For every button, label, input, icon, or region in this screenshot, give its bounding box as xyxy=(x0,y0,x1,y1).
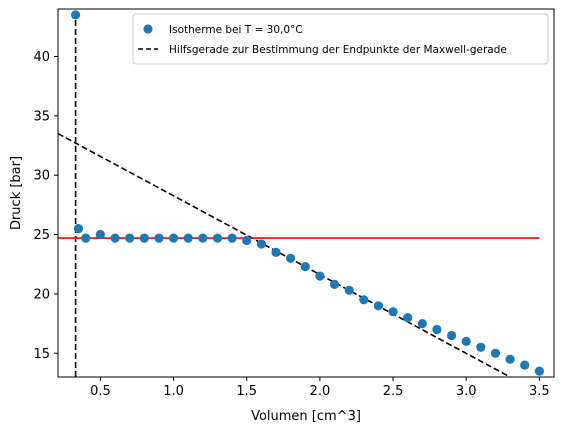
data-point xyxy=(388,307,398,317)
y-tick-label: 30 xyxy=(33,169,50,184)
data-point xyxy=(432,324,442,335)
data-point xyxy=(344,285,354,295)
data-point xyxy=(373,301,383,311)
data-point xyxy=(183,233,193,243)
data-point xyxy=(256,239,266,249)
legend-entry: Hilfsgerade zur Bestimmung der Endpunkte… xyxy=(169,44,507,56)
legend-marker-scatter xyxy=(143,24,153,34)
data-point xyxy=(534,366,545,376)
y-axis-ticks: 15 20 25 30 35 40 xyxy=(33,50,58,362)
data-point xyxy=(110,233,120,243)
data-point xyxy=(329,279,340,289)
data-point xyxy=(73,224,84,234)
y-tick-label: 15 xyxy=(33,347,50,362)
series-line-1 xyxy=(58,132,511,377)
data-point xyxy=(198,233,208,243)
data-point xyxy=(286,253,296,263)
data-point xyxy=(81,233,91,243)
data-point xyxy=(417,319,427,329)
data-point xyxy=(139,233,149,243)
data-point xyxy=(505,354,515,364)
data-point xyxy=(300,262,310,272)
plot-frame xyxy=(57,8,555,378)
data-point xyxy=(490,348,501,358)
x-tick-label: 2.5 xyxy=(383,384,404,399)
y-tick-label: 25 xyxy=(33,228,50,243)
x-tick-label: 1.5 xyxy=(236,384,257,399)
x-axis-ticks: 0.5 1.0 1.5 2.0 2.5 3.0 3.5 xyxy=(90,377,550,399)
data-point xyxy=(271,247,281,257)
x-tick-label: 3.5 xyxy=(529,384,550,399)
data-point xyxy=(359,295,369,305)
y-tick-label: 20 xyxy=(33,287,50,302)
plot-marks xyxy=(58,9,545,377)
data-point xyxy=(125,233,135,243)
y-tick-label: 35 xyxy=(33,109,50,124)
data-point xyxy=(71,10,81,20)
data-point xyxy=(212,233,223,243)
x-tick-label: 2.0 xyxy=(310,384,331,399)
x-axis-title: Volumen [cm^3] xyxy=(251,409,361,424)
data-point xyxy=(461,336,471,346)
y-tick-label: 40 xyxy=(33,50,50,65)
x-tick-label: 3.0 xyxy=(456,384,477,399)
x-tick-label: 0.5 xyxy=(90,384,111,399)
legend: Isotherme bei T = 30,0°C Hilfsgerade zur … xyxy=(132,13,549,65)
data-point xyxy=(403,313,413,323)
data-point xyxy=(447,330,457,341)
legend-entry: Isotherme bei T = 30,0°C xyxy=(169,24,303,36)
data-point xyxy=(315,271,325,281)
y-axis-title: Druck [bar] xyxy=(9,156,24,230)
data-point xyxy=(227,233,237,243)
plot-background xyxy=(58,9,554,377)
data-point xyxy=(242,235,252,246)
data-point xyxy=(520,360,530,370)
data-point xyxy=(476,342,486,352)
legend-box xyxy=(132,13,549,65)
data-point xyxy=(154,233,164,243)
data-point xyxy=(95,229,105,240)
data-point xyxy=(169,233,179,243)
x-tick-label: 1.0 xyxy=(163,384,184,399)
